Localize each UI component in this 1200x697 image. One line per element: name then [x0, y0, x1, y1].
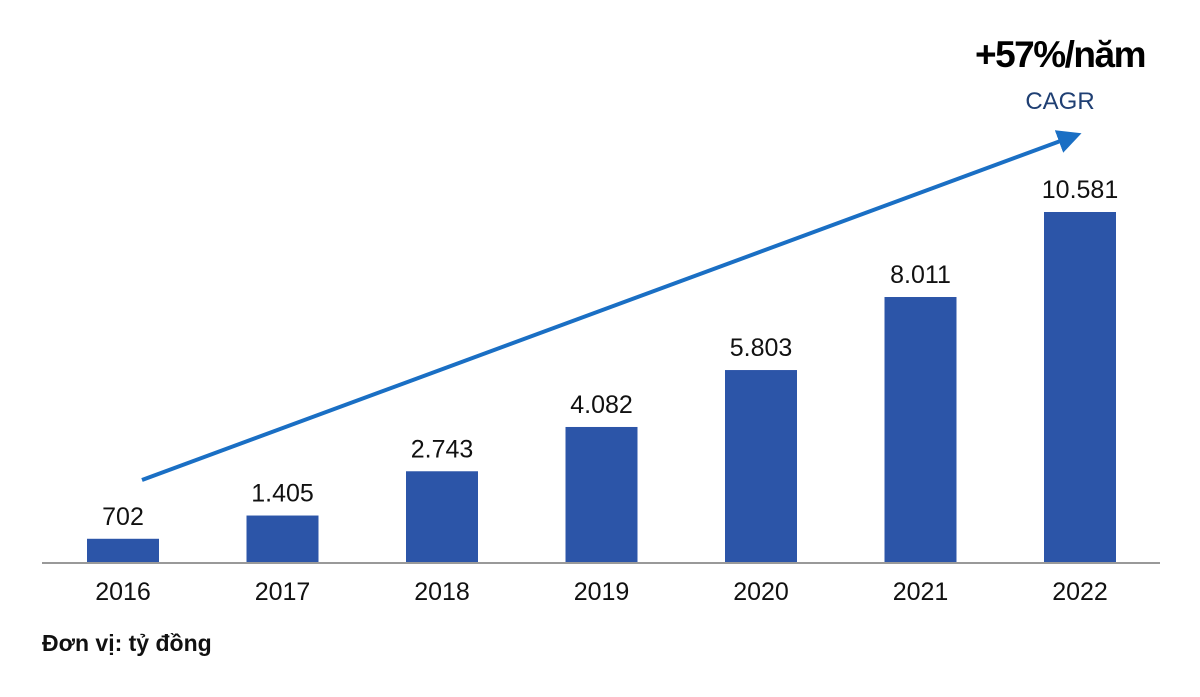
value-label-2017: 1.405 — [251, 480, 314, 508]
value-label-2016: 702 — [102, 503, 144, 531]
cagr-arrow — [141, 130, 1082, 482]
value-label-2021: 8.011 — [890, 261, 951, 289]
x-tick-label-2020: 2020 — [733, 578, 789, 606]
x-tick-label-2018: 2018 — [414, 578, 470, 606]
bar-2020 — [725, 370, 797, 562]
x-tick-label-2019: 2019 — [574, 578, 630, 606]
value-label-2018: 2.743 — [411, 435, 474, 463]
bar-2018 — [406, 471, 478, 562]
x-tick-label-2021: 2021 — [893, 578, 949, 606]
bar-2021 — [884, 297, 957, 562]
unit-note: Đơn vị: tỷ đồng — [42, 630, 212, 656]
bar-2022 — [1044, 212, 1116, 562]
bar-2017 — [246, 515, 319, 562]
bar-2019 — [565, 426, 638, 562]
cagr-label: CAGR — [1025, 88, 1095, 115]
x-tick-label-2016: 2016 — [95, 578, 151, 606]
value-label-2022: 10.581 — [1042, 176, 1118, 204]
bar-2016 — [87, 538, 159, 562]
value-label-2020: 5.803 — [730, 334, 793, 362]
x-tick-label-2017: 2017 — [255, 578, 311, 606]
cagr-value: +57%/năm — [974, 34, 1147, 75]
value-label-2019: 4.082 — [570, 391, 633, 419]
x-tick-label-2022: 2022 — [1052, 578, 1108, 606]
